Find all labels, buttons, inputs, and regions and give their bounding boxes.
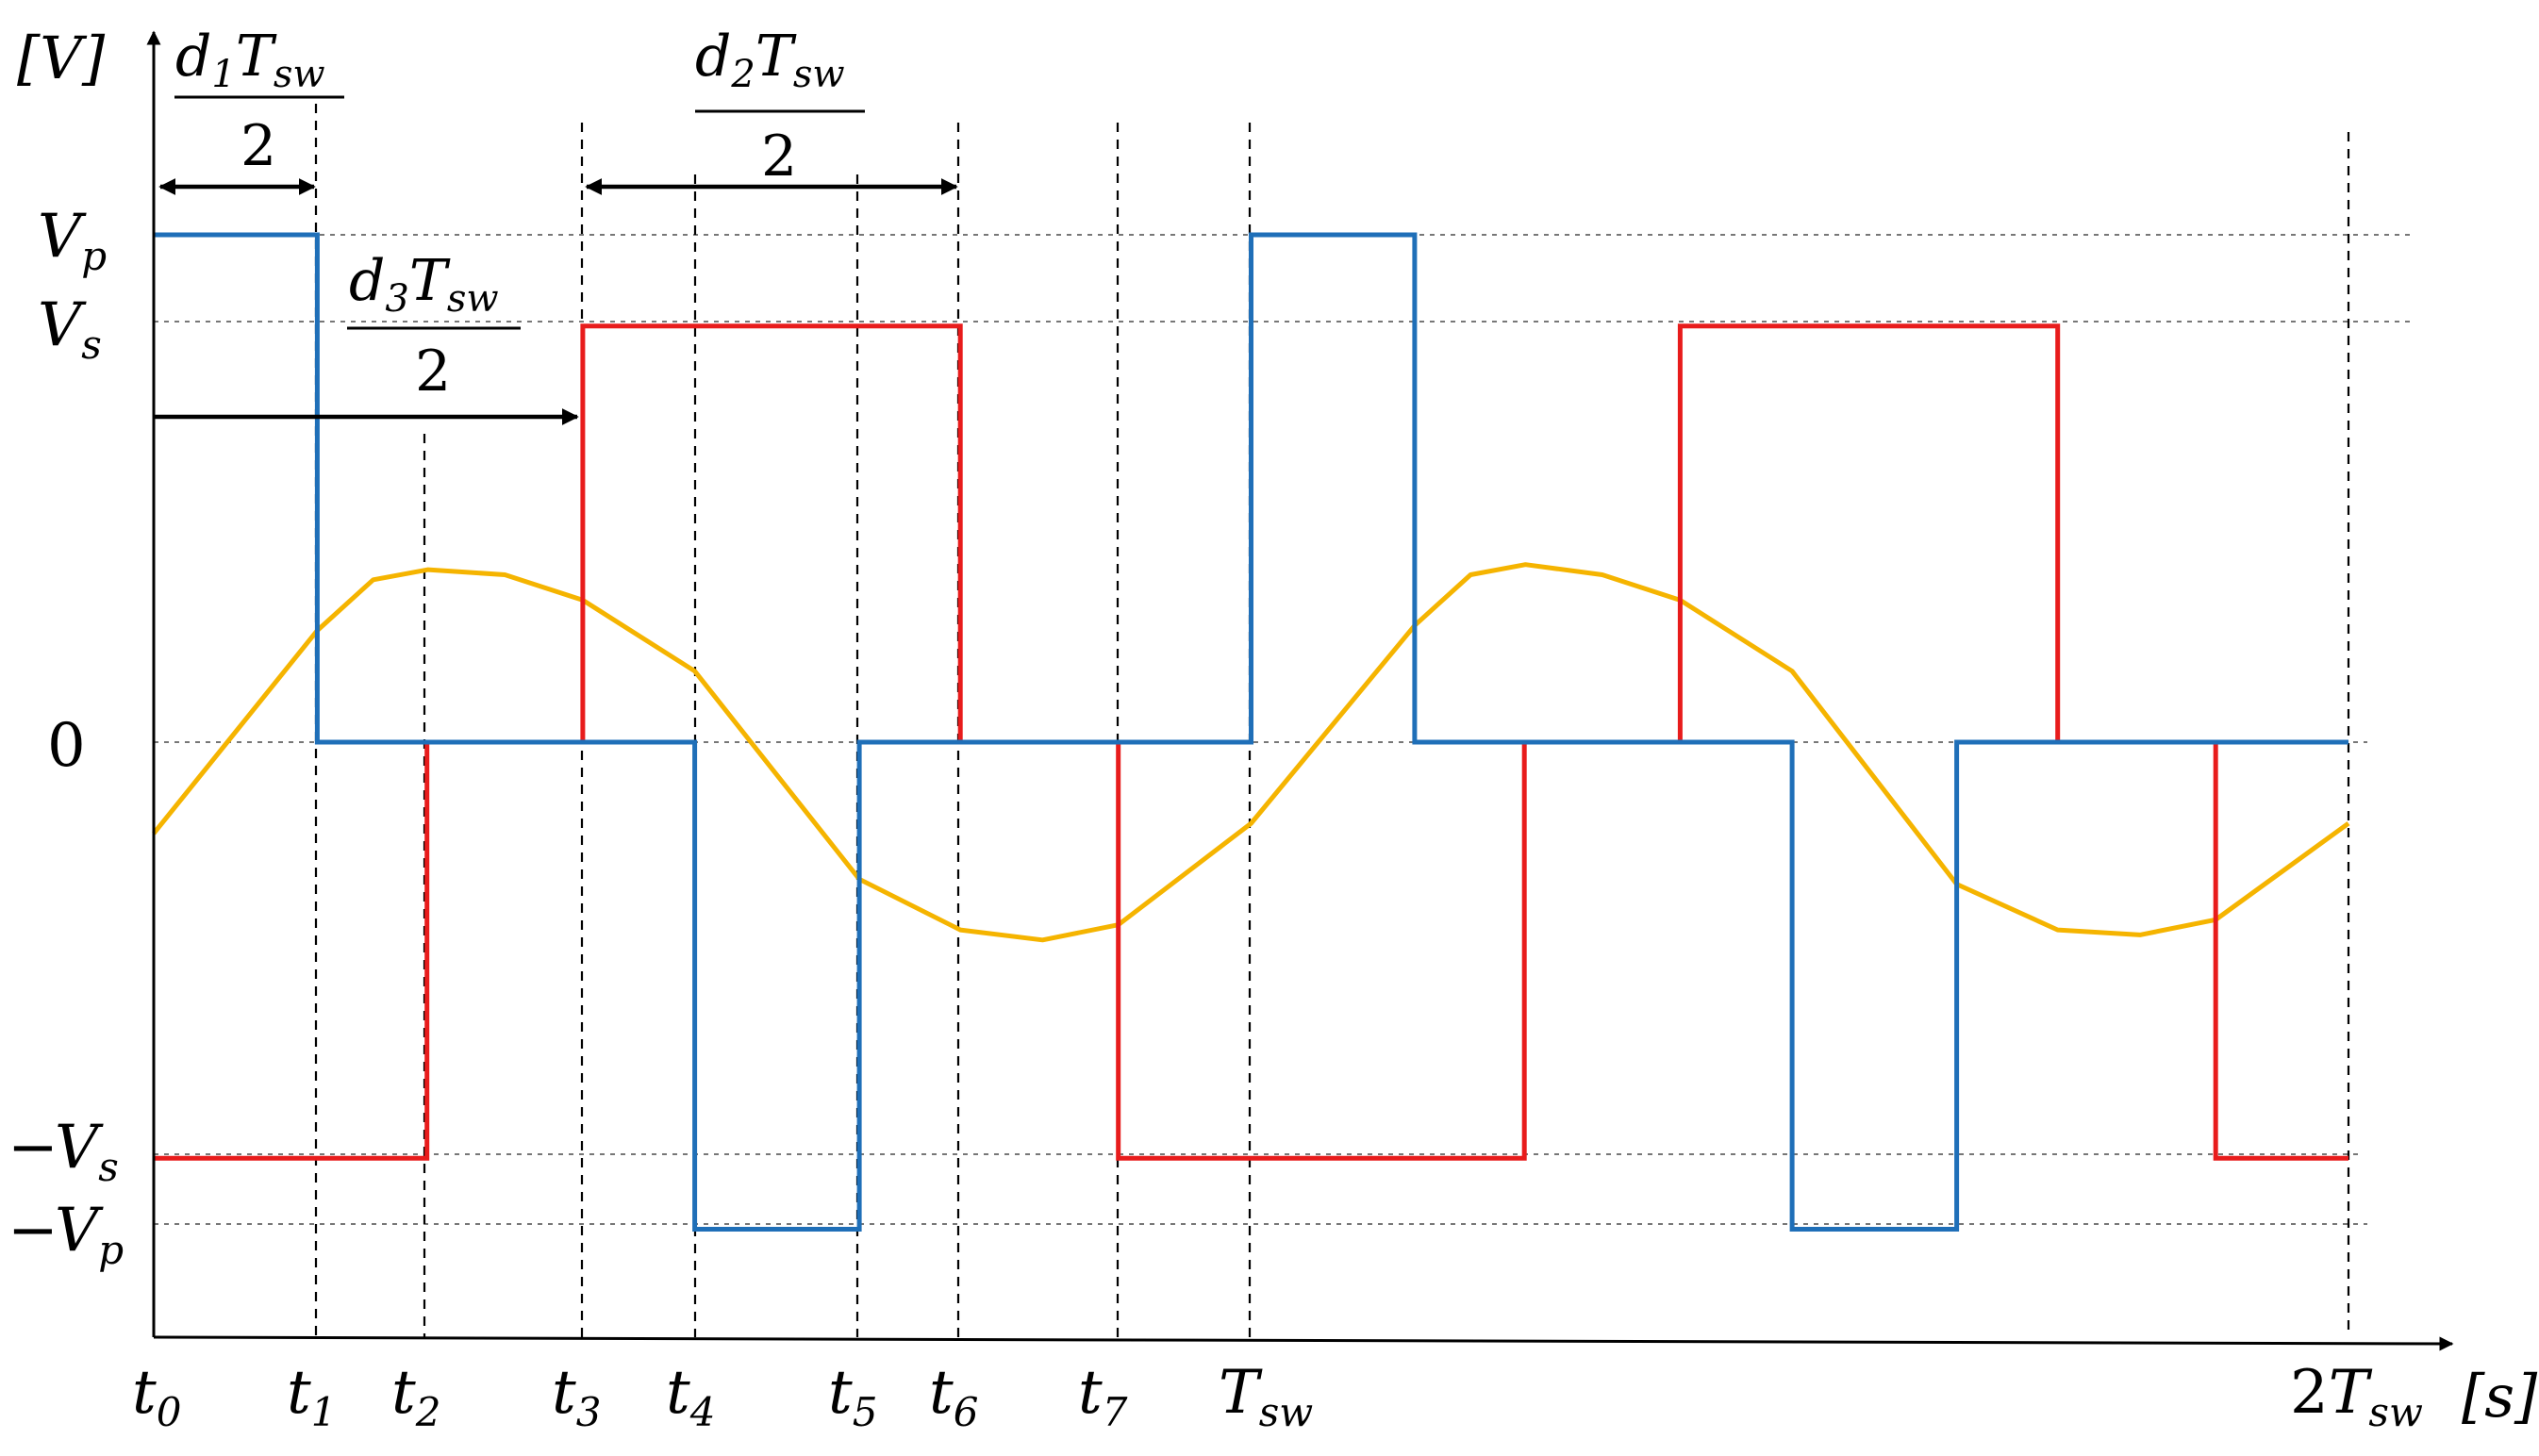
y-label-zero: 0 bbox=[47, 711, 86, 781]
d1-coef-sub: 1 bbox=[211, 53, 235, 96]
x-axis-unit: [s] bbox=[2462, 1362, 2538, 1431]
x-label-t0: t0 bbox=[132, 1358, 181, 1435]
d3-numerator: d3Tsw bbox=[349, 248, 499, 321]
d3-sub: sw bbox=[447, 277, 499, 321]
x-label-t5-base: t bbox=[828, 1358, 853, 1428]
x-label-t4-base: t bbox=[666, 1358, 690, 1428]
d1-numerator: d1Tsw bbox=[175, 24, 325, 96]
x-label-2tsw: 2Tsw bbox=[2290, 1358, 2423, 1435]
x-label-t0-base: t bbox=[132, 1358, 157, 1428]
d2-coef-sub: 2 bbox=[730, 53, 755, 96]
y-label-vp-base: V bbox=[38, 202, 87, 272]
x-label-2tsw-sub: sw bbox=[2368, 1389, 2423, 1435]
x-label-t6-sub: 6 bbox=[954, 1389, 979, 1435]
d1-base: T bbox=[236, 24, 277, 90]
y-label-vs-base: V bbox=[38, 290, 87, 360]
x-label-t2-base: t bbox=[391, 1358, 416, 1428]
current-waveform bbox=[152, 562, 2350, 943]
dimension-d3: d3Tsw 2 bbox=[154, 248, 579, 425]
d3-coef: d bbox=[349, 248, 385, 314]
vertical-time-markers bbox=[314, 104, 2350, 1337]
d2-sub: sw bbox=[793, 53, 845, 96]
axes bbox=[146, 30, 2454, 1351]
y-axis-unit: [V] bbox=[17, 24, 106, 92]
y-label-neg-vp-sub: p bbox=[98, 1227, 124, 1273]
x-label-t1-sub: 1 bbox=[311, 1389, 337, 1435]
x-label-t7-sub: 7 bbox=[1103, 1389, 1128, 1435]
x-label-tsw-base: T bbox=[1219, 1358, 1263, 1428]
x-label-t2: t2 bbox=[391, 1358, 440, 1435]
y-label-vs-sub: s bbox=[81, 322, 102, 368]
d2-denominator: 2 bbox=[761, 124, 797, 190]
y-label-neg-vs-text: Vs bbox=[55, 1113, 119, 1190]
d3-coef-sub: 3 bbox=[385, 277, 408, 321]
x-label-t4-sub: 4 bbox=[689, 1389, 716, 1435]
y-label-neg-vs-sign: − bbox=[8, 1113, 58, 1183]
x-axis bbox=[153, 1335, 2454, 1351]
x-label-t1-base: t bbox=[287, 1358, 311, 1428]
d3-denominator: 2 bbox=[415, 339, 451, 405]
d1-coef: d bbox=[175, 24, 211, 90]
dimension-d2: d2Tsw 2 bbox=[585, 24, 958, 195]
d1-denominator: 2 bbox=[241, 113, 276, 179]
dimension-d1: d1Tsw 2 bbox=[158, 24, 344, 195]
x-label-t3: t3 bbox=[552, 1358, 601, 1435]
x-label-t3-sub: 3 bbox=[576, 1389, 602, 1435]
y-label-vp: Vp bbox=[38, 202, 107, 279]
y-label-neg-vs: − Vs bbox=[8, 1113, 119, 1190]
y-label-neg-vp-text: Vp bbox=[55, 1196, 124, 1273]
y-label-neg-vs-base: V bbox=[55, 1113, 104, 1183]
x-label-t2-sub: 2 bbox=[415, 1389, 441, 1435]
x-tick-labels: t0 t1 t2 t3 t4 t5 t6 t7 Tsw 2Tsw bbox=[132, 1358, 2423, 1435]
x-label-t1: t1 bbox=[287, 1358, 336, 1435]
d2-base: T bbox=[755, 24, 797, 90]
y-label-vs: Vs bbox=[38, 290, 102, 368]
d2-coef: d bbox=[695, 24, 731, 90]
y-label-neg-vp: − Vp bbox=[8, 1196, 124, 1273]
x-label-t3-base: t bbox=[552, 1358, 576, 1428]
x-label-t4: t4 bbox=[666, 1358, 715, 1435]
x-label-2tsw-pre: 2 bbox=[2290, 1358, 2329, 1428]
x-label-t5-sub: 5 bbox=[853, 1389, 878, 1435]
x-label-2tsw-base: T bbox=[2329, 1358, 2373, 1428]
y-level-labels: Vp Vs 0 − Vs − Vp bbox=[8, 202, 124, 1273]
primary-voltage-waveform bbox=[154, 232, 2348, 1232]
y-label-neg-vp-sign: − bbox=[8, 1196, 58, 1266]
x-label-t7: t7 bbox=[1078, 1358, 1128, 1435]
x-label-tsw: Tsw bbox=[1219, 1358, 1313, 1435]
x-label-t7-base: t bbox=[1078, 1358, 1103, 1428]
x-label-tsw-sub: sw bbox=[1259, 1389, 1314, 1435]
x-label-t5: t5 bbox=[828, 1358, 877, 1435]
x-label-t6-base: t bbox=[929, 1358, 954, 1428]
y-label-vp-sub: p bbox=[81, 233, 107, 279]
y-label-neg-vs-sub: s bbox=[98, 1144, 119, 1190]
d3-base: T bbox=[409, 248, 451, 314]
horizontal-reference-lines bbox=[154, 234, 2410, 1225]
x-label-t6: t6 bbox=[929, 1358, 978, 1435]
x-label-t0-sub: 0 bbox=[157, 1389, 182, 1435]
d2-numerator: d2Tsw bbox=[695, 24, 845, 96]
d1-sub: sw bbox=[274, 53, 325, 96]
y-label-neg-vp-base: V bbox=[55, 1196, 104, 1266]
waveforms bbox=[152, 232, 2350, 1232]
